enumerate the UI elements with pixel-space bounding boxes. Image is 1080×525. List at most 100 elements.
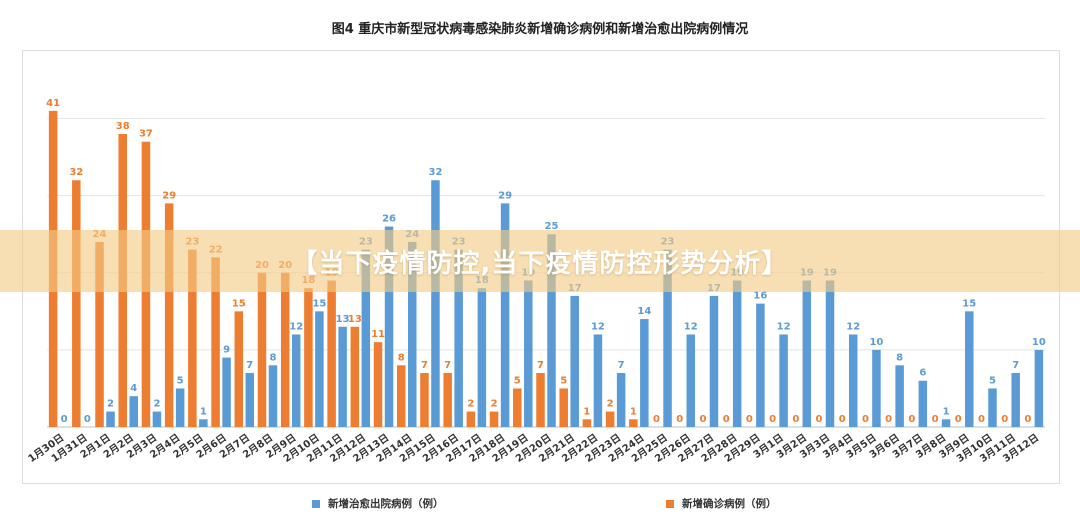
bar-discharged: [547, 234, 556, 427]
bar-discharged: [431, 180, 440, 427]
chart-title: 图4 重庆市新型冠状病毒感染肺炎新增确诊病例和新增治愈出院病例情况: [331, 22, 749, 37]
bar-discharged: [106, 411, 115, 427]
data-label-confirmed: 5: [560, 375, 567, 386]
bar-discharged: [941, 419, 951, 427]
bar-discharged: [779, 334, 788, 427]
bar-discharged: [872, 349, 881, 427]
data-label-confirmed: 0: [885, 414, 892, 425]
data-label-confirmed: 0: [955, 414, 962, 425]
bar-confirmed: [350, 326, 360, 427]
bar-confirmed: [513, 388, 522, 427]
data-label-discharged: 2: [107, 399, 114, 410]
data-label-confirmed: 7: [421, 360, 428, 371]
data-label-discharged: 12: [777, 321, 791, 332]
data-label-confirmed: 0: [792, 414, 799, 425]
bar-confirmed: [396, 365, 406, 427]
data-label-discharged: 15: [312, 298, 326, 309]
bar-confirmed: [420, 373, 429, 427]
bar-confirmed: [95, 241, 104, 427]
data-label-confirmed: 0: [653, 414, 660, 425]
bar-confirmed: [304, 288, 313, 427]
bar-discharged: [500, 203, 510, 427]
bar-discharged: [988, 388, 997, 427]
data-label-discharged: 12: [846, 321, 860, 332]
data-label-discharged: 9: [223, 345, 230, 356]
bar-discharged: [640, 319, 649, 427]
data-label-discharged: 4: [130, 383, 137, 394]
bar-discharged: [965, 311, 974, 427]
data-label-discharged: 5: [989, 375, 996, 386]
data-label-discharged: 8: [270, 352, 277, 363]
data-label-confirmed: 7: [537, 360, 544, 371]
bar-discharged: [199, 419, 208, 427]
bar-confirmed: [188, 249, 197, 427]
bar-discharged: [825, 280, 835, 427]
bar-discharged: [338, 326, 347, 427]
data-label-discharged: 29: [498, 190, 512, 201]
legend-swatch-discharged: [312, 499, 320, 508]
data-label-confirmed: 11: [371, 329, 385, 340]
data-label-confirmed: 5: [514, 375, 521, 386]
data-label-discharged: 5: [177, 375, 184, 386]
bar-discharged: [384, 226, 394, 427]
data-label-confirmed: 38: [116, 121, 130, 132]
data-label-confirmed: 1: [630, 406, 637, 417]
data-label-discharged: 12: [591, 321, 605, 332]
data-label-confirmed: 0: [908, 414, 915, 425]
banner-text: 【当下疫情防控,当下疫情防控形势分析】: [291, 248, 789, 279]
data-label-confirmed: 0: [746, 414, 753, 425]
overlay-banner: 【当下疫情防控,当下疫情防控形势分析】: [0, 230, 1080, 292]
data-label-confirmed: 0: [932, 414, 939, 425]
data-label-confirmed: 0: [816, 414, 823, 425]
data-label-discharged: 10: [1032, 337, 1046, 348]
data-label-discharged: 1: [200, 406, 207, 417]
bar-confirmed: [489, 411, 499, 427]
bar-confirmed: [373, 342, 383, 427]
bar-confirmed: [559, 388, 568, 427]
bar-discharged: [686, 334, 696, 427]
legend-item-confirmed: 新增确诊病例（例）: [666, 496, 777, 511]
bar-confirmed: [327, 280, 336, 427]
data-label-discharged: 7: [246, 360, 253, 371]
bar-discharged: [477, 288, 487, 427]
data-label-confirmed: 2: [607, 399, 614, 410]
data-label-confirmed: 0: [862, 414, 869, 425]
data-label-confirmed: 13: [348, 314, 362, 325]
bar-discharged: [454, 249, 463, 427]
bar-confirmed: [211, 257, 220, 427]
legend-label-discharged: 新增治愈出院病例（例）: [328, 498, 444, 510]
bar-confirmed: [466, 411, 476, 427]
data-label-confirmed: 1: [583, 406, 590, 417]
bar-confirmed: [629, 419, 638, 427]
bar-confirmed: [443, 373, 452, 427]
bar-discharged: [315, 311, 324, 427]
data-label-discharged: 7: [1012, 360, 1019, 371]
bar-discharged: [848, 334, 858, 427]
bar-discharged: [361, 249, 371, 427]
data-label-discharged: 12: [289, 321, 303, 332]
data-label-confirmed: 0: [723, 414, 730, 425]
data-label-discharged: 1: [943, 406, 950, 417]
data-label-discharged: 15: [962, 298, 976, 309]
data-label-discharged: 13: [336, 314, 350, 325]
data-label-confirmed: 37: [139, 129, 153, 140]
bar-discharged: [222, 357, 231, 427]
data-label-confirmed: 7: [444, 360, 451, 371]
data-label-confirmed: 0: [699, 414, 706, 425]
data-label-discharged: 8: [896, 352, 903, 363]
bar-confirmed: [582, 419, 592, 427]
bar-confirmed: [280, 272, 290, 427]
bar-discharged: [802, 280, 812, 427]
data-label-discharged: 10: [869, 337, 883, 348]
bar-discharged: [709, 295, 719, 427]
data-label-confirmed: 0: [839, 414, 846, 425]
bar-discharged: [152, 411, 162, 427]
bar-confirmed: [234, 311, 244, 427]
data-label-discharged: 12: [684, 321, 698, 332]
data-label-confirmed: 15: [232, 298, 246, 309]
data-label-confirmed: 8: [398, 352, 405, 363]
data-label-discharged: 0: [61, 414, 68, 425]
bar-discharged: [593, 334, 603, 427]
bar-discharged: [616, 373, 626, 427]
legend-label-confirmed: 新增确诊病例（例）: [682, 498, 777, 510]
